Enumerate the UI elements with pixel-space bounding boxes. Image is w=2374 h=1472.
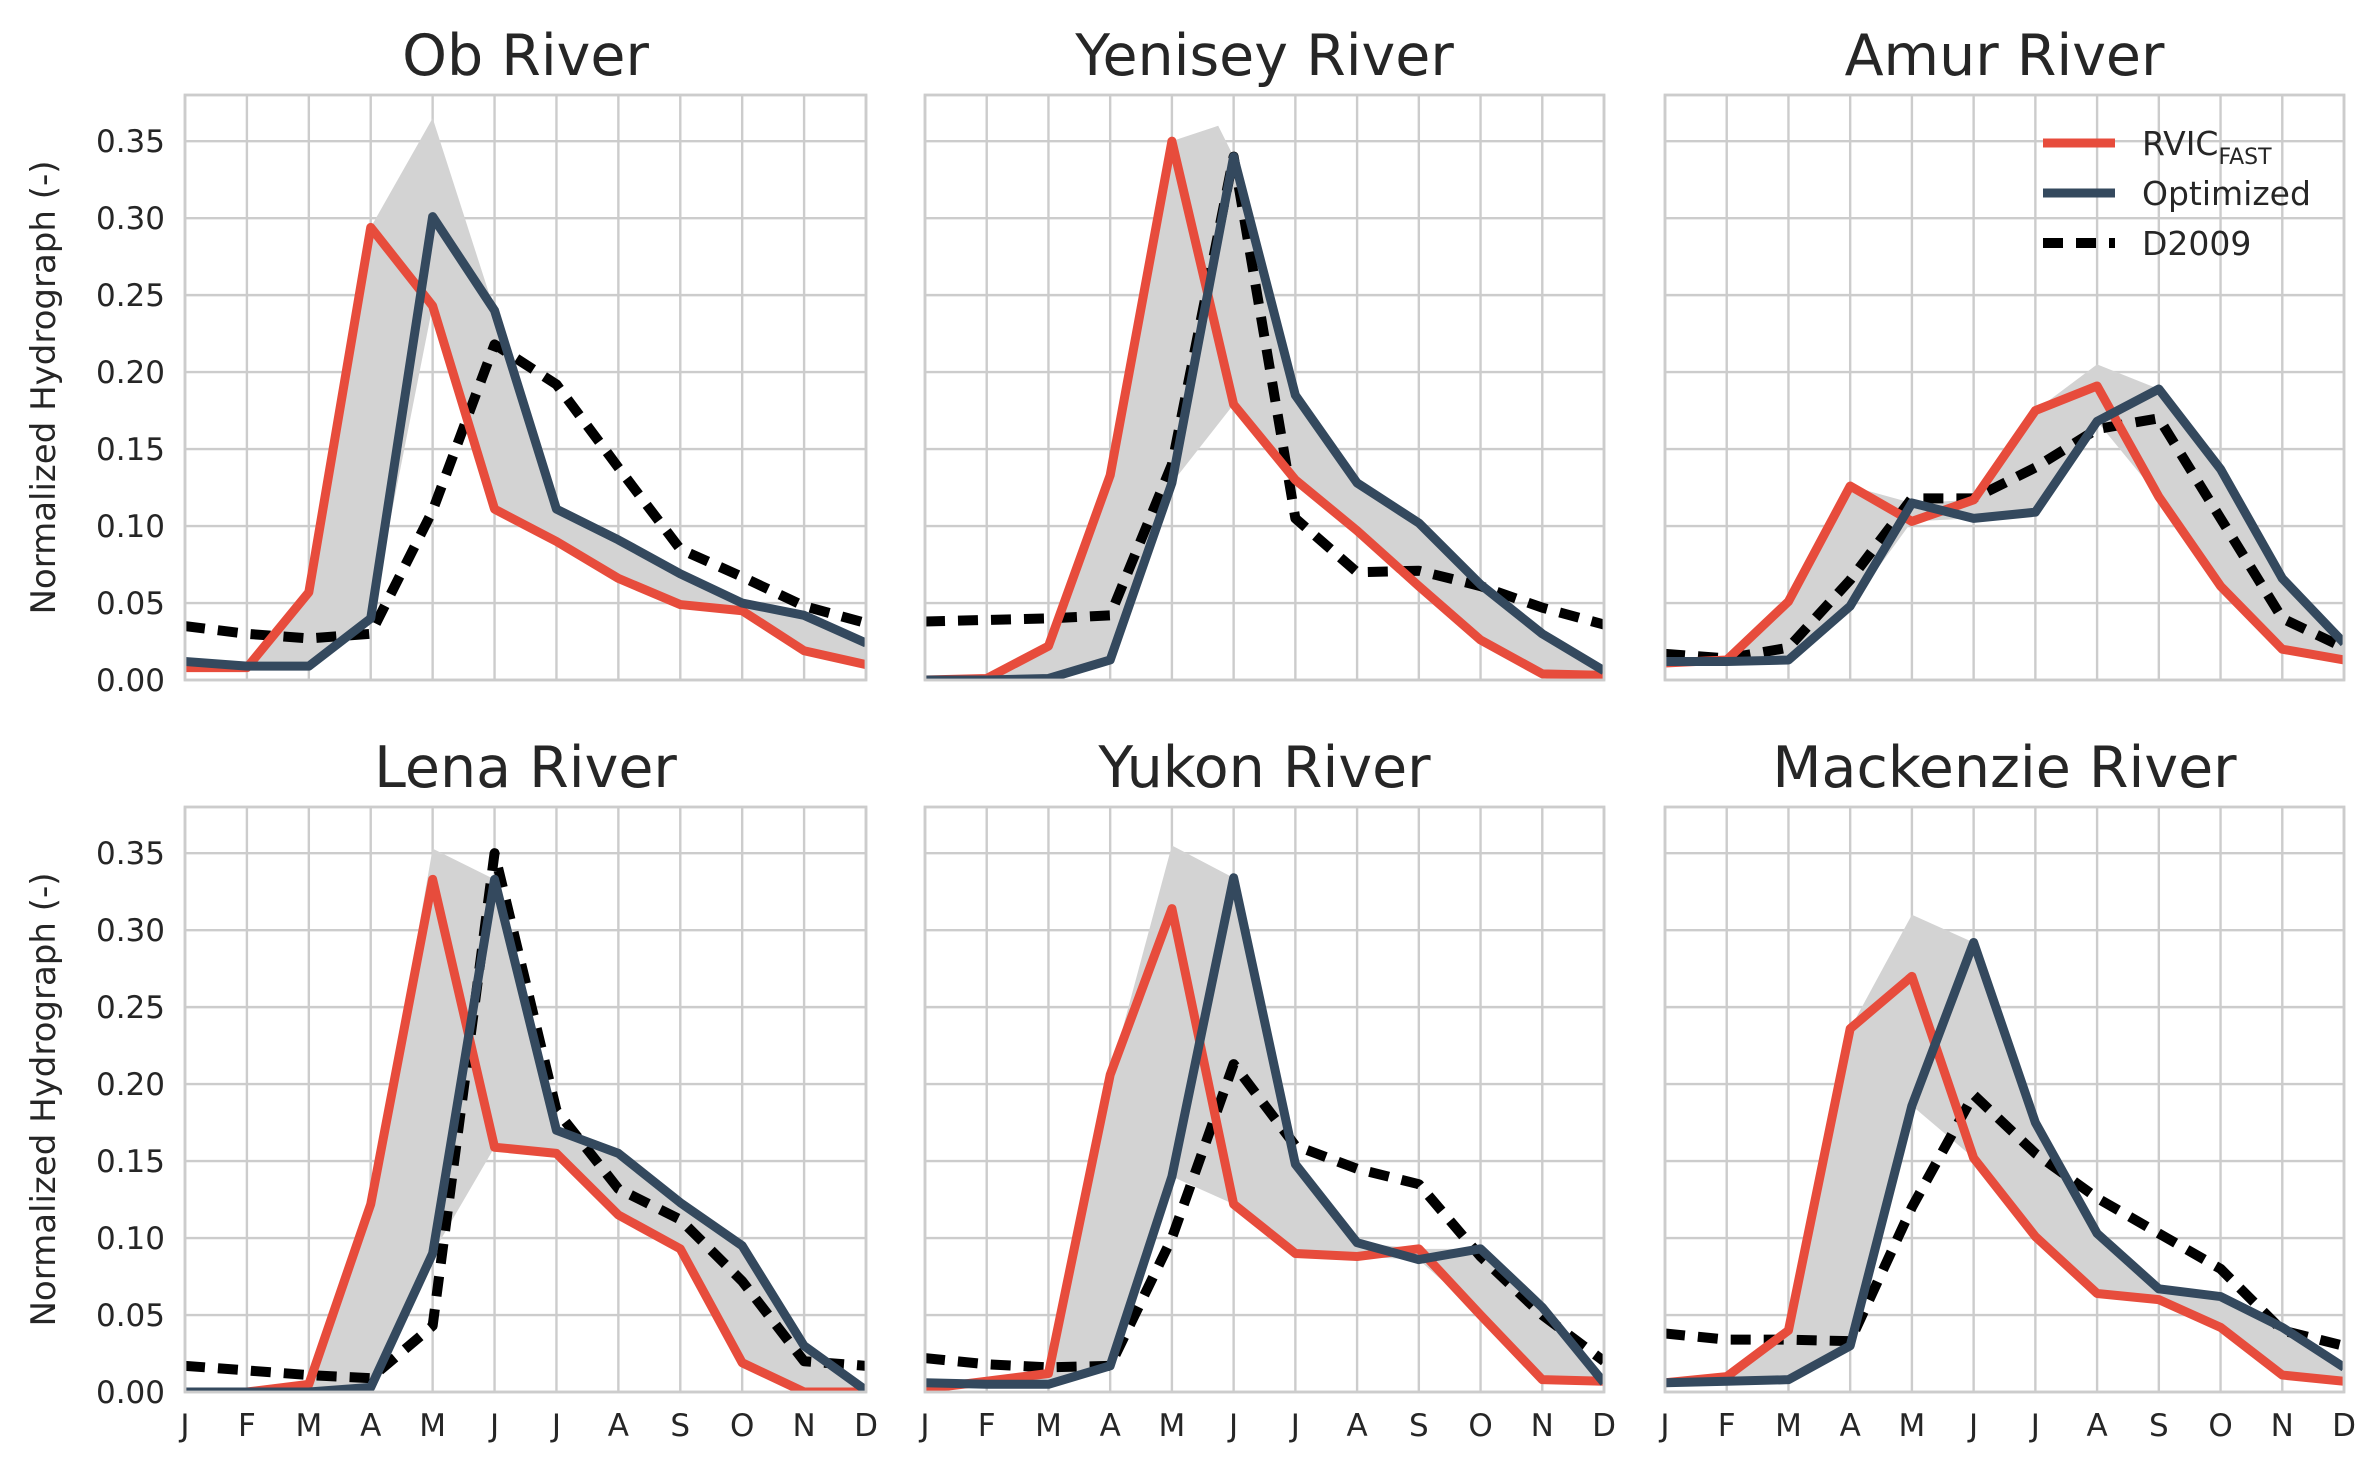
y-tick-label: 0.30 [96,201,165,237]
series-rvic-fast [1665,381,2344,668]
x-tick-label: M [1035,1408,1062,1444]
x-tick-label: M [295,1408,322,1444]
plot-frame [923,93,1606,682]
x-tick-label: D [854,1408,878,1444]
panel-title: Mackenzie River [1772,735,2237,801]
ensemble-envelope [185,118,866,668]
x-tick-label: A [1100,1408,1121,1444]
panel-title: Yenisey River [1074,23,1454,89]
panel-mackenzie-river: Mackenzie River J F M A M J J A S O N D [1658,735,2356,1444]
y-tick-label: 0.20 [96,1067,165,1103]
legend-item-rvic-fast-label: RVICFAST [2142,124,2272,170]
y-axis-label: Normalized Hydrograph (-) [24,872,64,1326]
x-tick-label: J [1289,1408,1300,1444]
plot-frame [1663,93,2346,682]
x-tick-label: F [978,1408,996,1444]
x-tick-label: O [730,1408,754,1444]
series-rvic-fast [185,222,866,673]
y-tick-label: 0.00 [96,663,165,699]
x-tick-label: M [1899,1408,1926,1444]
y-tick-label: 0.25 [96,278,165,314]
x-tick-label: J [550,1408,561,1444]
series-d2009 [925,151,1604,630]
x-tick-label: O [1468,1408,1492,1444]
panel-yukon-river: Yukon River J F M A M J J A S O N D [918,735,1616,1444]
series-d2009 [925,1059,1604,1373]
series-d2009 [185,848,866,1384]
panel-title: Amur River [1845,23,2165,89]
x-tick-label: D [1592,1408,1616,1444]
y-tick-label: 0.35 [96,836,165,872]
y-tick-label: 0.05 [96,586,165,622]
x-tick-label: N [2271,1408,2294,1444]
y-tick-label: 0.15 [96,432,165,468]
series-optimized [1665,384,2344,667]
grid [923,95,1606,682]
x-tick-label: S [1409,1408,1429,1444]
series-d2009 [1665,413,2344,664]
x-tick-label: F [1718,1408,1736,1444]
x-tick-label: A [2086,1408,2107,1444]
legend: RVICFAST Optimized D2009 [2043,124,2311,263]
plot-frame [183,93,868,682]
y-tick-label: 0.25 [96,990,165,1026]
y-tick-label: 0.15 [96,1144,165,1180]
x-tick-label: M [1159,1408,1186,1444]
series-optimized [1665,937,2344,1388]
y-tick-label: 0.35 [96,124,165,160]
series-optimized [185,212,866,671]
x-tick-label: S [670,1408,690,1444]
x-tick-label: J [178,1408,189,1444]
series-rvic-fast [925,904,1604,1392]
x-tick-label: S [2149,1408,2169,1444]
x-tick-label: A [1346,1408,1367,1444]
x-tick-label: F [238,1408,256,1444]
x-tick-label: N [1531,1408,1554,1444]
panel-amur-river: Amur River RVICFAST Optimized D2009 [1663,23,2346,682]
x-tick-label: M [419,1408,446,1444]
y-axis-label: Normalized Hydrograph (-) [24,160,64,614]
y-tick-label: 0.30 [96,913,165,949]
series-optimized [185,874,866,1392]
y-tick-label: 0.00 [96,1375,165,1411]
panel-title: Yukon River [1097,735,1431,801]
x-tick-label: A [1840,1408,1861,1444]
panel-ob-river: Ob River 0.00 0.05 0.10 0.15 0.20 0.25 0.30 0.35… [24,23,868,699]
legend-item-optimized-label: Optimized [2142,174,2311,213]
y-tick-label: 0.10 [96,509,165,545]
x-tick-label: J [1967,1408,1978,1444]
y-tick-label: 0.20 [96,355,165,391]
x-tick-label: J [1227,1408,1238,1444]
x-tick-label: J [2029,1408,2040,1444]
legend-item-d2009-label: D2009 [2142,224,2251,263]
series-d2009 [185,339,866,644]
series-rvic-fast [925,136,1604,680]
panel-title: Ob River [402,23,649,89]
ensemble-envelope [1665,914,2344,1383]
x-tick-label: O [2208,1408,2232,1444]
x-tick-label: J [918,1408,929,1444]
series-rvic-fast [1665,971,2344,1388]
x-tick-label: M [1775,1408,1802,1444]
series-rvic-fast [185,874,866,1392]
y-tick-label: 0.10 [96,1221,165,1257]
x-tick-label: A [608,1408,629,1444]
panel-lena-river: Lena River 0.00 0.05 0.10 0.15 0.20 0.25 0.30 0.… [24,735,878,1444]
plot-frame [1663,805,2346,1394]
x-tick-label: N [792,1408,815,1444]
x-tick-label: J [1658,1408,1669,1444]
panel-yenisey-river: Yenisey River [923,23,1606,682]
x-tick-label: A [360,1408,381,1444]
grid [183,807,868,1394]
plot-frame [183,805,868,1394]
y-tick-label: 0.05 [96,1298,165,1334]
x-tick-label: D [2332,1408,2356,1444]
panel-title: Lena River [374,735,677,801]
series-optimized [925,873,1604,1389]
x-tick-label: J [488,1408,499,1444]
plot-frame [923,805,1606,1394]
